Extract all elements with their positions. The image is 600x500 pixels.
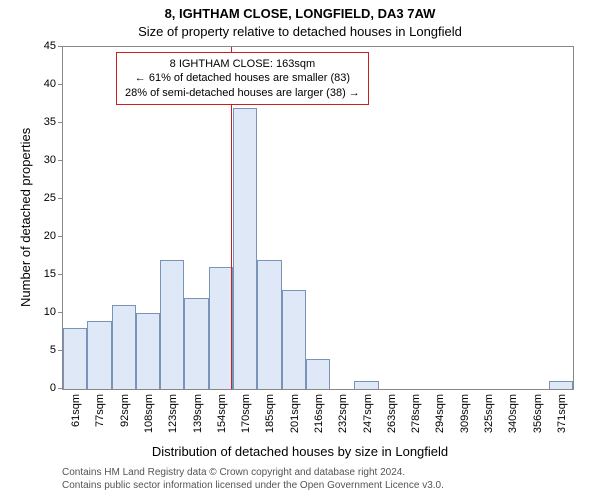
x-axis-label: Distribution of detached houses by size … [0,444,600,459]
footer-line-2: Contains public sector information licen… [62,479,444,492]
y-tick: 25 [26,192,56,204]
y-tick: 30 [26,154,56,166]
marker-annotation: 8 IGHTHAM CLOSE: 163sqm ← 61% of detache… [116,52,369,105]
histogram-bar [87,321,111,389]
x-tick: 170sqm [240,394,252,433]
x-tick: 371sqm [556,394,568,433]
footer-attribution: Contains HM Land Registry data © Crown c… [62,466,444,492]
x-tick: 92sqm [119,394,131,427]
y-tick: 5 [26,344,56,356]
y-tick: 45 [26,40,56,52]
histogram-bar [209,267,233,389]
histogram-bar [63,328,87,389]
x-tick: 201sqm [289,394,301,433]
annotation-line-1: 8 IGHTHAM CLOSE: 163sqm [125,57,360,71]
x-tick: 77sqm [94,394,106,427]
x-tick: 232sqm [337,394,349,433]
y-tick: 40 [26,78,56,90]
chart-subtitle: Size of property relative to detached ho… [0,24,600,39]
x-tick: 278sqm [410,394,422,433]
histogram-bar [160,260,184,389]
histogram-bar [306,359,330,389]
y-tick: 35 [26,116,56,128]
y-tick: 10 [26,306,56,318]
x-tick: 309sqm [459,394,471,433]
histogram-bar [354,381,378,389]
x-tick: 340sqm [507,394,519,433]
x-tick: 263sqm [386,394,398,433]
chart-title: 8, IGHTHAM CLOSE, LONGFIELD, DA3 7AW [0,6,600,21]
histogram-bar [112,305,136,389]
x-tick: 61sqm [70,394,82,427]
annotation-line-3: 28% of semi-detached houses are larger (… [125,86,360,100]
y-tick: 15 [26,268,56,280]
x-tick: 139sqm [192,394,204,433]
x-tick: 325sqm [483,394,495,433]
histogram-bar [549,381,573,389]
x-tick: 247sqm [362,394,374,433]
annotation-line-2: ← 61% of detached houses are smaller (83… [125,71,360,85]
x-tick: 216sqm [313,394,325,433]
y-tick: 0 [26,382,56,394]
x-tick: 185sqm [264,394,276,433]
histogram-bar [136,313,160,389]
histogram-bar [282,290,306,389]
x-tick: 108sqm [143,394,155,433]
y-tick: 20 [26,230,56,242]
histogram-bar [257,260,281,389]
x-tick: 154sqm [216,394,228,433]
footer-line-1: Contains HM Land Registry data © Crown c… [62,466,444,479]
histogram-bar [184,298,208,389]
x-tick: 294sqm [434,394,446,433]
x-tick: 123sqm [167,394,179,433]
histogram-bar [233,108,257,389]
x-tick: 356sqm [532,394,544,433]
